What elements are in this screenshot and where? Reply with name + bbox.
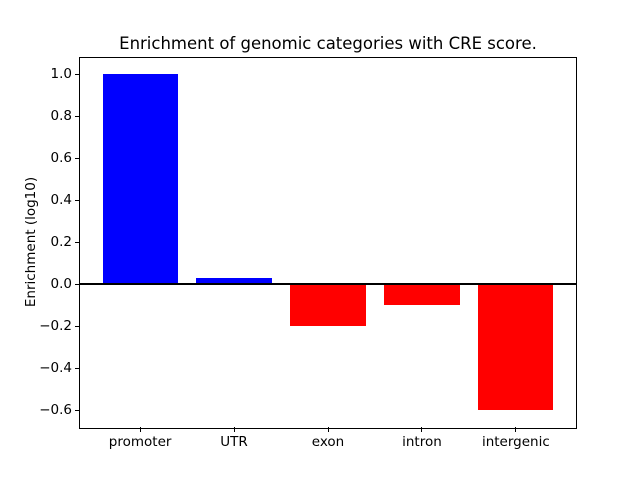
bar-exon — [290, 284, 366, 327]
y-tick-label: 0.2 — [50, 233, 72, 250]
x-tick-label-exon: exon — [311, 434, 345, 451]
x-tick-mark — [421, 427, 423, 433]
x-tick-label-intron: intron — [402, 434, 442, 451]
y-tick-mark — [75, 73, 80, 75]
y-tick-mark — [75, 241, 80, 243]
y-tick-label: −0.6 — [39, 401, 72, 418]
y-tick-mark — [75, 325, 80, 327]
bar-promoter — [102, 74, 178, 285]
y-tick-mark — [75, 157, 80, 159]
y-tick-label: 0.0 — [50, 275, 72, 292]
x-tick-mark — [233, 427, 235, 433]
bar-UTR — [196, 278, 272, 285]
zero-axhline — [80, 283, 576, 286]
x-tick-label-intergenic: intergenic — [481, 434, 550, 451]
y-tick-label: −0.4 — [39, 359, 72, 376]
x-tick-mark — [515, 427, 517, 433]
y-tick-mark — [75, 283, 80, 285]
y-tick-label: 0.6 — [50, 149, 72, 166]
bar-intergenic — [478, 284, 554, 411]
y-tick-label: −0.2 — [39, 317, 72, 334]
y-tick-mark — [75, 115, 80, 117]
y-tick-mark — [75, 367, 80, 369]
y-tick-label: 1.0 — [50, 65, 72, 82]
chart-title: Enrichment of genomic categories with CR… — [119, 34, 537, 53]
y-tick-label: 0.4 — [50, 191, 72, 208]
x-tick-label-UTR: UTR — [220, 434, 248, 451]
bar-intron — [384, 284, 460, 306]
x-tick-mark — [139, 427, 141, 433]
y-tick-mark — [75, 199, 80, 201]
y-tick-label: 0.8 — [50, 107, 72, 124]
x-tick-mark — [327, 427, 329, 433]
x-tick-label-promoter: promoter — [108, 434, 172, 451]
y-tick-mark — [75, 409, 80, 411]
